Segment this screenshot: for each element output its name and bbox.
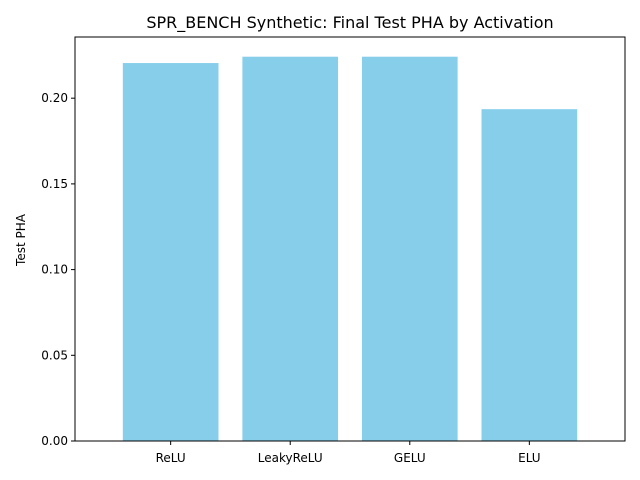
bar-elu xyxy=(481,109,578,441)
y-tick-label: 0.20 xyxy=(41,91,68,105)
plot-frame xyxy=(74,36,626,442)
y-axis-ticks: 0.00 0.05 0.10 0.15 0.20 xyxy=(41,91,75,448)
bars-group xyxy=(122,56,578,442)
x-tick-label: GELU xyxy=(394,451,426,465)
y-tick-label: 0.05 xyxy=(41,348,68,362)
x-tick-label: LeakyReLU xyxy=(258,451,323,465)
chart-title: SPR_BENCH Synthetic: Final Test PHA by A… xyxy=(146,13,553,33)
x-axis-ticks: ReLU LeakyReLU GELU ELU xyxy=(156,441,541,465)
bar-relu xyxy=(122,63,219,441)
y-tick-label: 0.10 xyxy=(41,263,68,277)
x-tick-label: ELU xyxy=(518,451,540,465)
y-axis-label: Test PHA xyxy=(14,213,28,267)
bar-leakyrelu xyxy=(242,56,339,442)
y-tick-label: 0.00 xyxy=(41,434,68,448)
x-tick-label: ReLU xyxy=(156,451,186,465)
y-tick-label: 0.15 xyxy=(41,177,68,191)
bar-gelu xyxy=(361,56,458,442)
